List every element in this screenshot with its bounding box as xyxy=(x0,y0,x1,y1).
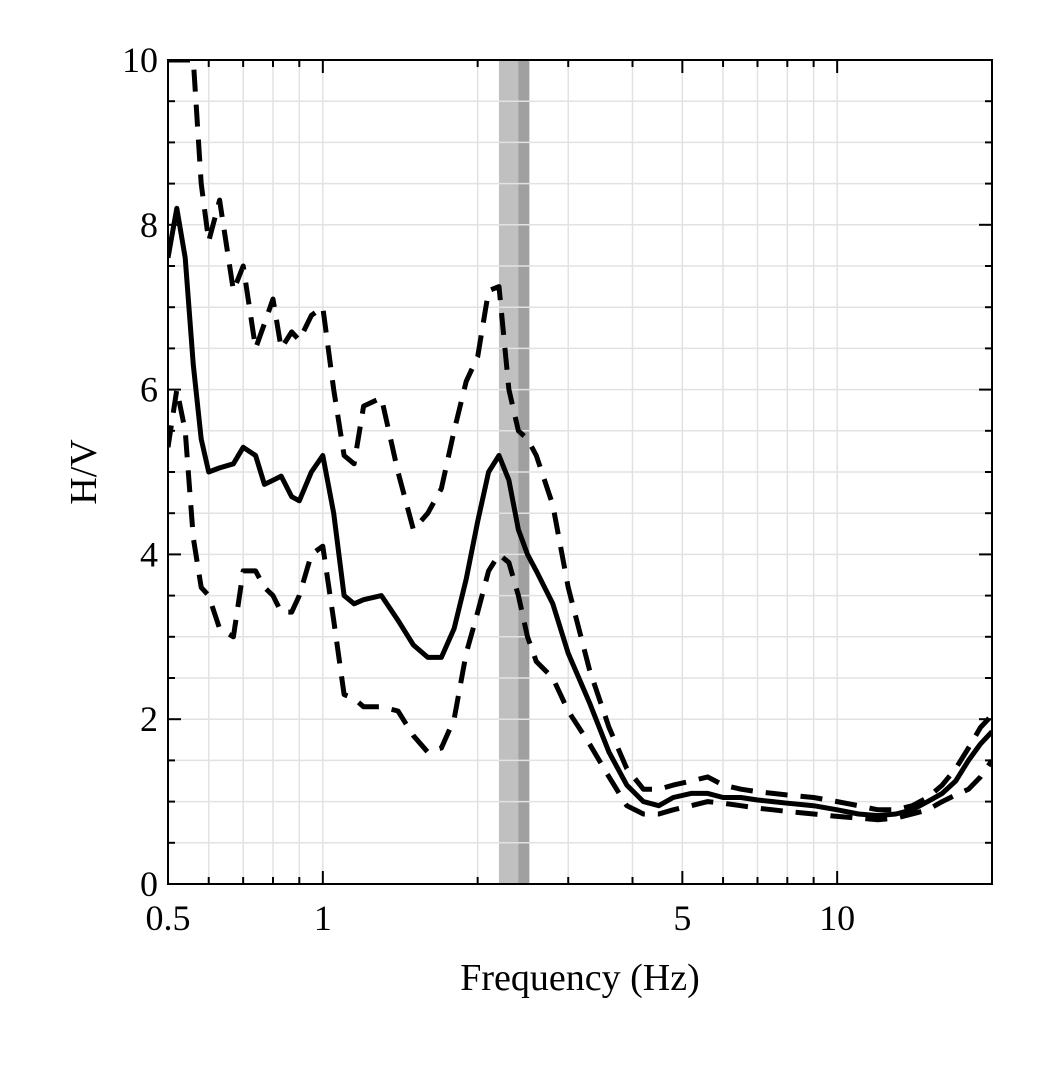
mean-line xyxy=(168,205,992,819)
y-tick-label: 8 xyxy=(140,205,158,245)
grid xyxy=(168,60,992,884)
x-tick-label: 0.5 xyxy=(146,898,191,938)
x-tick-label: 10 xyxy=(819,898,855,938)
y-tick-label: 4 xyxy=(140,534,158,574)
dashed-line-1 xyxy=(168,60,992,813)
x-tick-label: 5 xyxy=(673,898,691,938)
tick-labels: 0.5 1 5 10 0 2 4 6 8 10 xyxy=(122,40,855,938)
y-tick-label: 0 xyxy=(140,864,158,904)
x-axis-title: Frequency (Hz) xyxy=(460,957,700,999)
y-axis-title: H/V xyxy=(63,439,105,505)
y-tick-label: 6 xyxy=(140,370,158,410)
axis-ticks xyxy=(167,59,993,885)
y-tick-label: 2 xyxy=(140,699,158,739)
x-tick-label: 1 xyxy=(314,898,332,938)
y-tick-label: 10 xyxy=(122,40,158,80)
dashed-line-2 xyxy=(168,387,992,823)
series-lines xyxy=(168,60,992,823)
